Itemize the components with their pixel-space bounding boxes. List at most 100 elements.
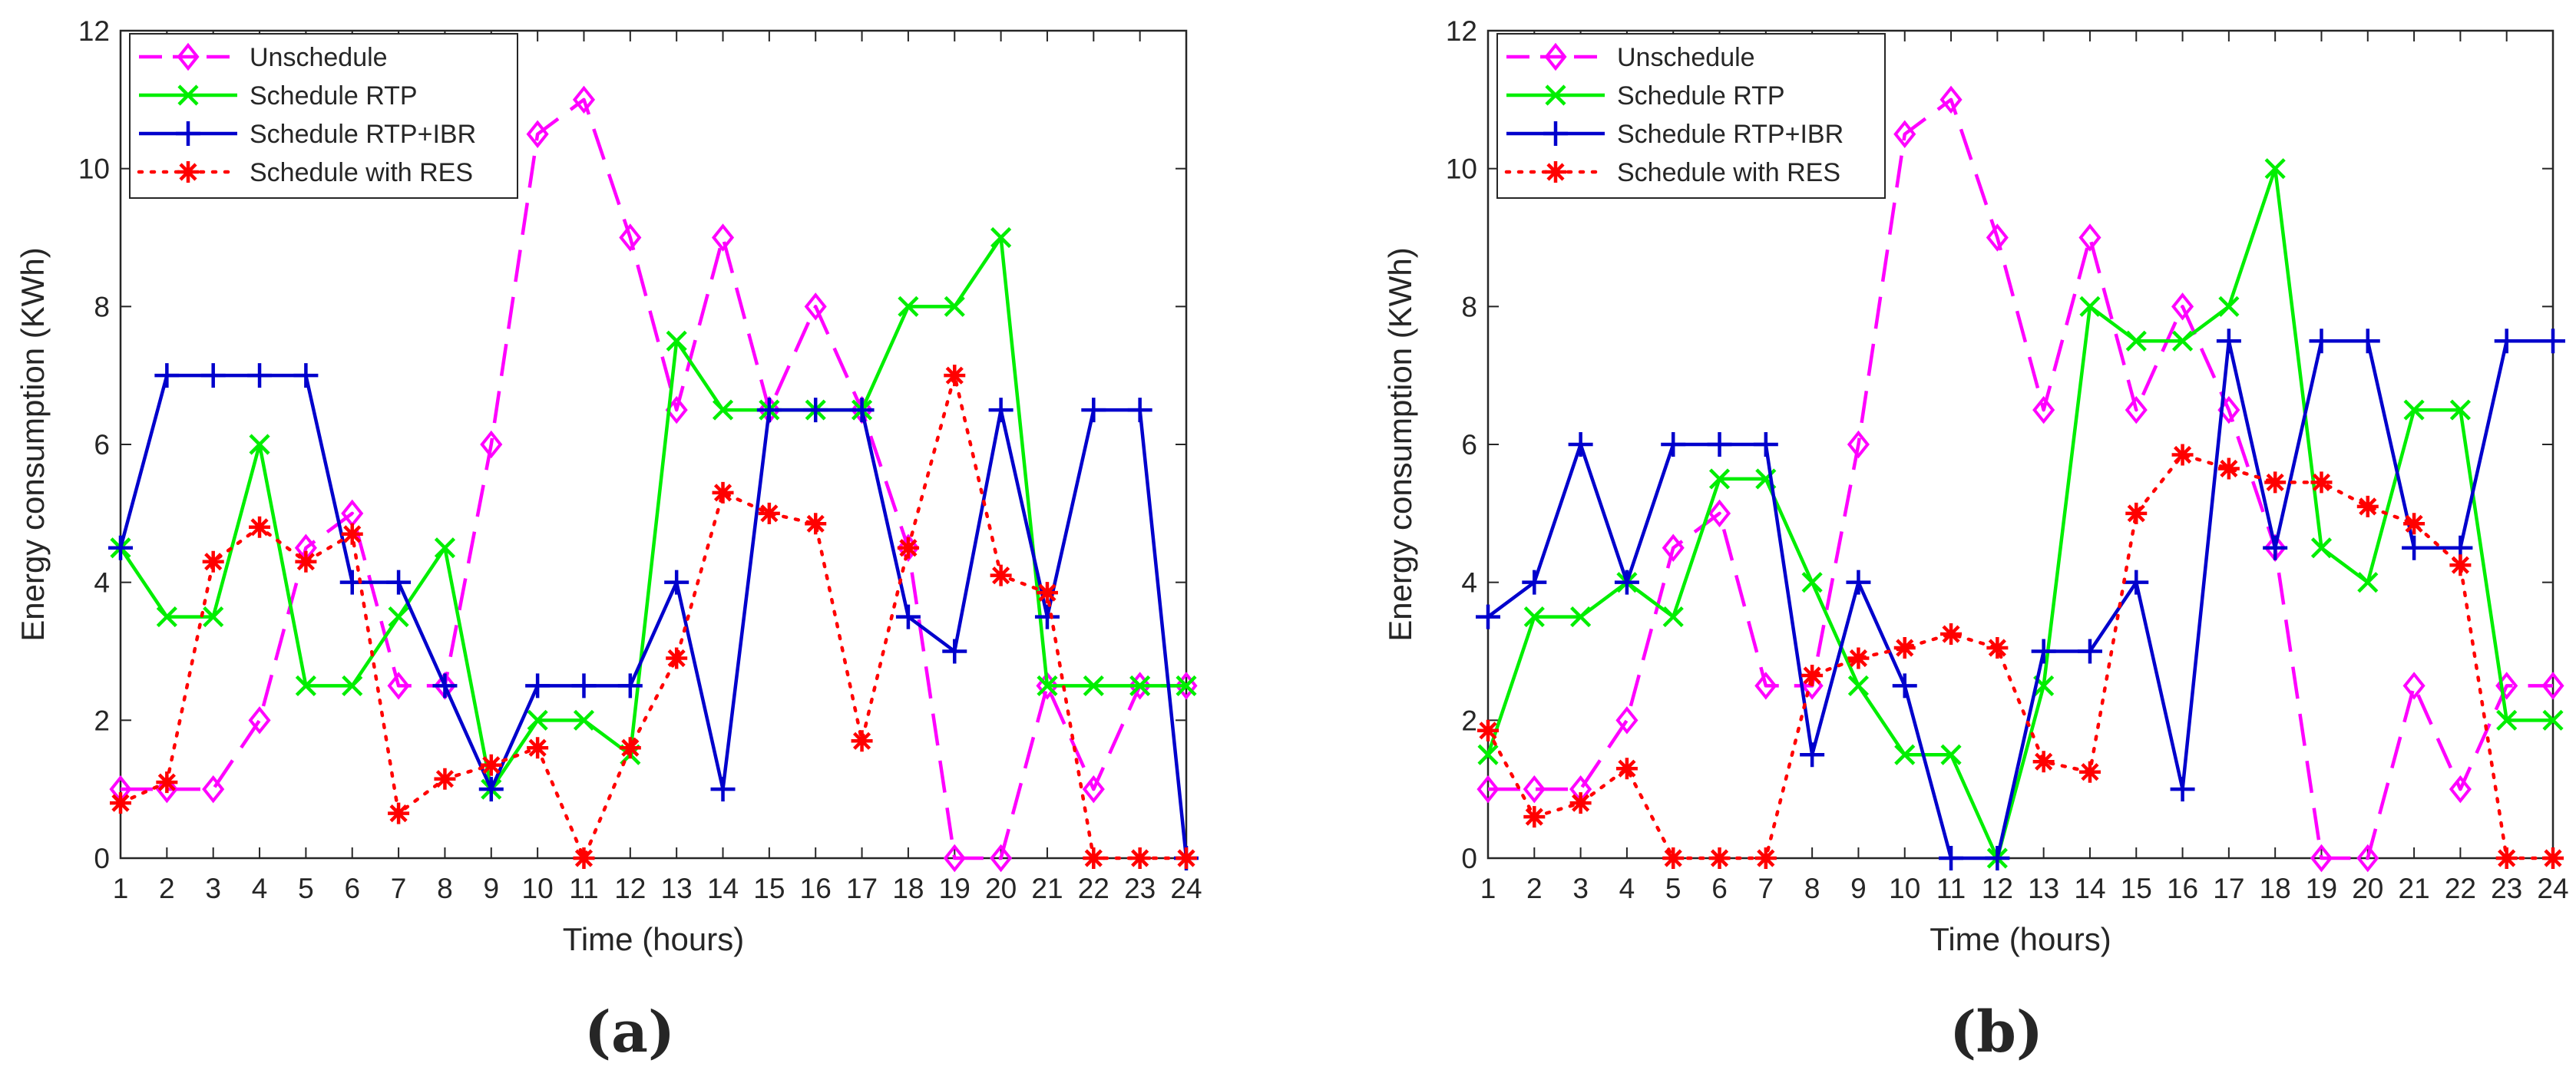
x-tick-label: 16 [2167, 873, 2198, 904]
data-point-plus [1476, 604, 1500, 629]
data-point-plus [1939, 846, 1964, 870]
data-point-asterisk [1754, 847, 1777, 869]
x-tick-label: 7 [1758, 873, 1774, 904]
data-point-plus [1707, 432, 1732, 457]
data-point-asterisk [851, 730, 873, 752]
data-point-diamond [2171, 292, 2194, 321]
x-tick-label: 10 [1889, 873, 1920, 904]
series-line [119, 236, 1186, 791]
data-point-diamond [202, 774, 225, 804]
data-point-plus [1892, 673, 1917, 699]
legend-entry-label: Schedule RTP+IBR [250, 120, 476, 149]
data-point-plus [710, 777, 736, 802]
data-point-plus [664, 570, 689, 595]
data-point-x [2264, 158, 2286, 180]
data-point-plus [432, 673, 458, 699]
data-point-plus [2216, 329, 2241, 354]
x-tick-label: 4 [1619, 873, 1635, 904]
data-point-plus [1568, 432, 1593, 457]
x-tick-label: 17 [2213, 873, 2244, 904]
data-point-x [1801, 572, 1823, 593]
data-point-diamond [2310, 844, 2333, 873]
data-point-asterisk [156, 771, 178, 794]
data-point-x [342, 675, 363, 697]
series-schedule-rtp-ibr [108, 363, 1199, 870]
data-point-x [898, 296, 919, 317]
data-point-plus [1127, 398, 1152, 423]
legend-entry-label: Schedule RTP [1617, 81, 1785, 111]
series-line [1486, 339, 2553, 860]
data-point-diamond [2356, 844, 2379, 873]
data-point-x [1477, 744, 1499, 765]
x-tick-label: 8 [437, 873, 453, 904]
data-point-plus [2031, 639, 2056, 664]
data-point-asterisk [341, 523, 363, 545]
data-point-x [2310, 537, 2333, 559]
y-tick-label: 8 [1461, 291, 1477, 322]
data-point-asterisk [388, 802, 410, 824]
legend: Unschedule Schedule RTP Schedule RTP+IBR Sc… [1496, 33, 1886, 199]
data-point-asterisk [2310, 471, 2333, 494]
y-tick-label: 10 [1446, 154, 1477, 185]
data-point-asterisk [2356, 495, 2379, 517]
x-tick-label: 21 [2399, 873, 2430, 904]
x-axis-label: Time (hours) [563, 921, 744, 957]
data-point-x [203, 606, 224, 628]
data-point-x [2496, 709, 2518, 731]
series-schedule-rtp [1477, 158, 2564, 869]
series-line [121, 97, 1186, 860]
data-point-plus [2309, 329, 2334, 354]
x-tick-label: 21 [1031, 873, 1063, 904]
data-point-diamond [1523, 774, 1546, 804]
data-point-x [2218, 296, 2240, 317]
data-point-asterisk [2078, 761, 2101, 783]
panel-label: (a) [584, 999, 675, 1065]
data-point-x [388, 606, 409, 628]
x-tick-label: 9 [483, 873, 499, 904]
data-point-plus [2124, 570, 2149, 595]
data-point-plus [478, 777, 504, 802]
x-tick-label: 4 [252, 873, 268, 904]
data-point-plus [942, 639, 967, 664]
data-point-plus [803, 398, 828, 423]
data-point-asterisk [110, 792, 131, 814]
data-point-x [434, 537, 456, 559]
data-point-asterisk [1708, 847, 1731, 869]
panel-letter: a [611, 999, 648, 1065]
x-tick-label: 3 [205, 873, 221, 904]
data-point-asterisk [944, 365, 966, 387]
x-tick-label: 1 [1480, 873, 1496, 904]
data-point-plus [1985, 846, 2010, 870]
x-tick-label: 20 [2352, 873, 2383, 904]
chart-panel-b: 1 2 3 4 5 6 7 8 9 10 11 12 13 14 15 16 17 18 19 20 21 22 23 240… [1382, 15, 2569, 1065]
series-line [1488, 97, 2553, 860]
data-point-plus [1522, 570, 1547, 595]
data-point-plus [2263, 535, 2288, 560]
data-point-diamond [480, 430, 503, 459]
data-point-x [1894, 744, 1916, 765]
x-tick-label: 15 [753, 873, 785, 904]
data-point-plus [1614, 570, 1639, 595]
x-tick-label: 19 [2306, 873, 2337, 904]
x-tick-label: 9 [1850, 873, 1867, 904]
x-tick-label: 16 [800, 873, 832, 904]
series-schedule-with-res [110, 365, 1197, 869]
data-point-x [2079, 296, 2101, 317]
data-point-asterisk [758, 502, 780, 524]
legend-marker-plus [1543, 121, 1568, 146]
x-tick-label: 13 [2028, 873, 2059, 904]
data-point-asterisk [1615, 758, 1638, 780]
data-point-diamond [990, 844, 1013, 873]
x-tick-label: 2 [159, 873, 175, 904]
y-tick-label: 12 [78, 15, 110, 47]
data-point-asterisk [434, 768, 456, 790]
data-point-plus [1081, 398, 1106, 423]
data-point-diamond [1476, 774, 1500, 804]
panel-label: (b) [1949, 999, 2043, 1065]
panel-letter: b [1976, 999, 2016, 1065]
legend-marker-diamond [177, 42, 200, 71]
data-point-asterisk [202, 550, 224, 573]
data-point-diamond [2125, 395, 2148, 424]
data-point-asterisk [1847, 647, 1870, 669]
y-tick-label: 4 [94, 567, 110, 599]
